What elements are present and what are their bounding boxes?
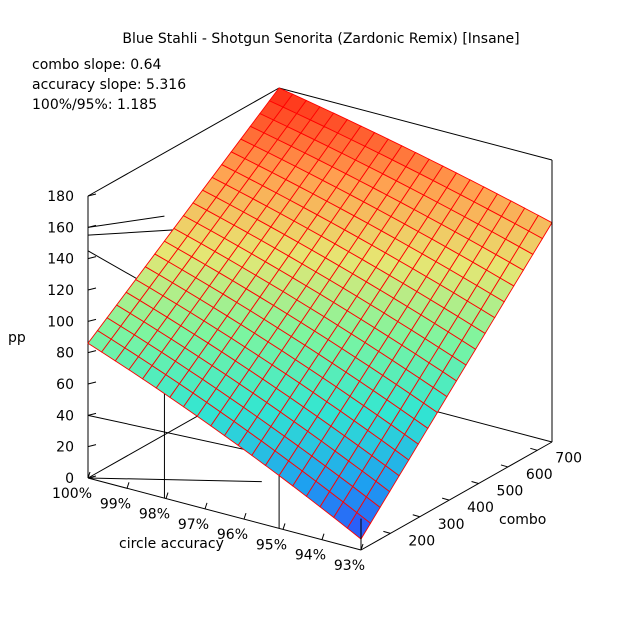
x-tick-mark: [165, 492, 169, 499]
z-tick-label: 60: [56, 377, 74, 393]
z-tick-label: 100: [47, 314, 74, 330]
x-tick-label: 98%: [139, 507, 170, 523]
y-tick-label: 300: [438, 517, 465, 533]
z-tick-mark: [87, 412, 97, 416]
frame-base-front-edge: [87, 477, 362, 551]
y-tick-label: 400: [467, 500, 494, 516]
z-tick-mark: [87, 350, 97, 354]
y-tick-mark: [500, 464, 509, 468]
y-tick-mark: [383, 530, 391, 534]
z-tick-label: 20: [56, 440, 74, 456]
z-tick-label: 40: [56, 408, 74, 424]
x-tick-label: 97%: [178, 517, 209, 533]
y-tick-mark: [412, 514, 420, 518]
z-tick-mark: [87, 193, 97, 197]
y-tick-label: 700: [555, 450, 582, 466]
z-tick-mark: [87, 381, 97, 385]
x-tick-label: 95%: [256, 537, 287, 553]
chart-title: Blue Stahli - Shotgun Senorita (Zardonic…: [122, 31, 519, 47]
y-axis-label: combo: [499, 512, 546, 528]
z-tick-label: 80: [56, 346, 74, 362]
x-tick-mark: [243, 512, 247, 520]
z-tick-mark: [87, 224, 97, 228]
guide-line: [87, 477, 262, 483]
z-tick-mark: [87, 318, 97, 322]
y-tick-mark: [442, 497, 450, 501]
pp-axis: 0 20 40 60 80 100 120 140 160 180: [47, 189, 97, 487]
x-tick-label: 93%: [334, 558, 365, 574]
y-tick-mark: [471, 481, 479, 485]
frame-base-right-edge: [360, 441, 553, 551]
x-tick-label: 96%: [217, 527, 248, 543]
x-tick-mark: [282, 523, 286, 530]
z-tick-label: 160: [47, 220, 74, 236]
ratio-annotation: 100%/95%: 1.185: [32, 97, 157, 113]
x-tick-label: 100%: [52, 486, 92, 502]
guide-line: [87, 215, 165, 228]
front-frame: [87, 160, 553, 551]
frame-top-back-edge: [278, 87, 553, 161]
y-tick-label: 600: [526, 467, 553, 483]
y-tick-label: 500: [497, 484, 524, 500]
x-tick-mark: [87, 471, 91, 479]
z-axis-label: pp: [8, 330, 26, 346]
y-tick-label: 200: [408, 533, 435, 549]
x-tick-label: 99%: [100, 496, 131, 512]
z-tick-mark: [87, 256, 97, 260]
y-tick-mark: [530, 447, 538, 451]
x-axis-label: circle accuracy: [119, 536, 224, 552]
combo-slope-annotation: combo slope: 0.64: [32, 57, 161, 73]
z-tick-label: 120: [47, 283, 74, 299]
x-tick-mark: [321, 533, 325, 540]
pp-surface: [87, 87, 553, 540]
z-tick-mark: [87, 287, 97, 291]
x-tick-label: 94%: [295, 548, 326, 564]
z-tick-label: 180: [47, 189, 74, 205]
z-tick-label: 140: [47, 252, 74, 268]
accuracy-slope-annotation: accuracy slope: 5.316: [32, 77, 186, 93]
z-tick-mark: [87, 475, 97, 479]
z-tick-label: 0: [65, 471, 74, 487]
z-tick-mark: [87, 444, 97, 448]
x-tick-mark: [126, 482, 130, 489]
accuracy-axis: 100% 99% 98% 97% 96% 95% 94% 93%: [52, 471, 365, 574]
x-tick-mark: [360, 543, 364, 551]
frame-top-left-edge: [87, 87, 280, 197]
x-tick-mark: [204, 502, 208, 510]
